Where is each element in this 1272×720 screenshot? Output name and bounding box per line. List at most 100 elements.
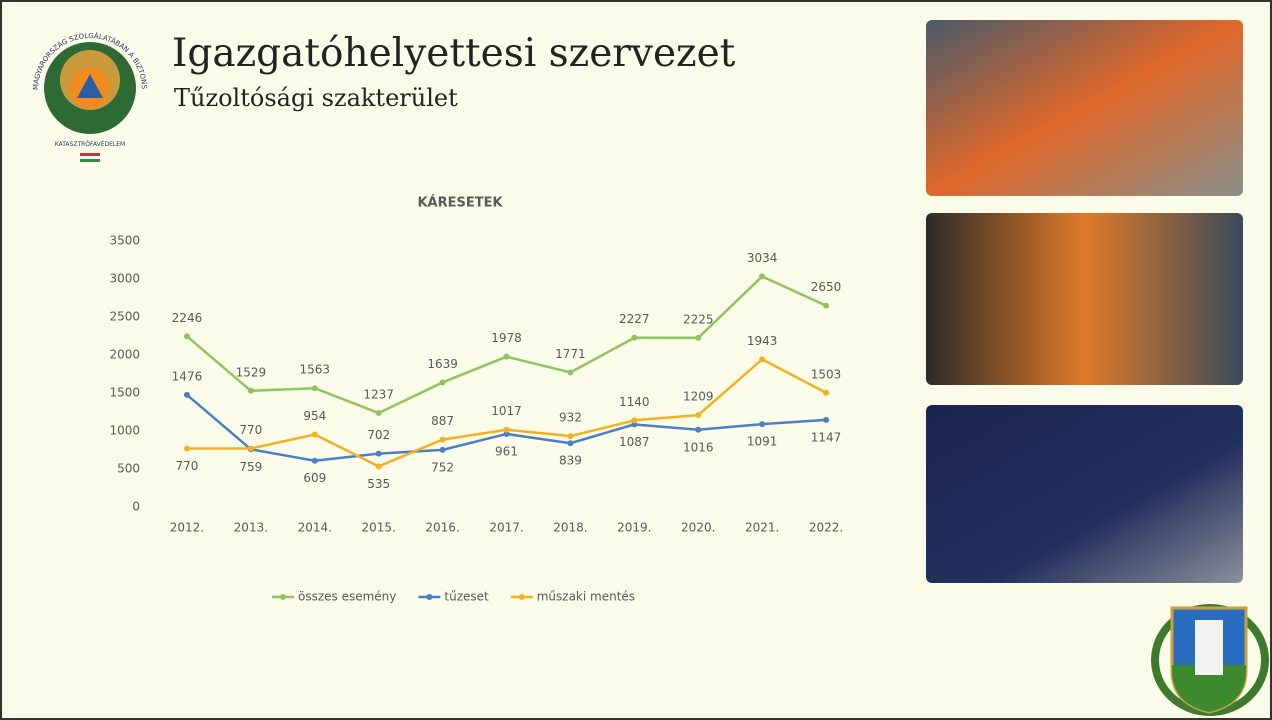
x-tick-label: 2019.	[617, 521, 651, 535]
point	[247, 445, 254, 452]
y-tick-label: 0	[132, 500, 140, 514]
x-tick-label: 2021.	[745, 521, 779, 535]
point	[503, 353, 510, 360]
data-label: 887	[431, 414, 454, 428]
point	[183, 391, 190, 398]
data-label: 961	[495, 444, 518, 458]
data-label: 2246	[172, 311, 203, 325]
logo-triangle	[77, 74, 103, 98]
y-tick-label: 3000	[109, 272, 140, 286]
point	[375, 409, 382, 416]
logo-name: KATASZTRÓFAVÉDELEM	[55, 140, 126, 148]
slide-subtitle: Tűzoltósági szakterület	[174, 84, 458, 112]
flag	[80, 159, 100, 162]
y-tick-label: 2500	[109, 310, 140, 324]
data-label: 752	[431, 460, 454, 474]
slide-title: Igazgatóhelyettesi szervezet	[172, 31, 736, 76]
y-tick-label: 1500	[109, 386, 140, 400]
shield-base	[1172, 665, 1246, 712]
legend-marker	[426, 594, 433, 600]
point	[311, 457, 318, 464]
data-label: 535	[367, 477, 390, 491]
point	[183, 333, 190, 340]
point	[439, 379, 446, 386]
data-label: 3034	[747, 251, 778, 265]
point	[759, 273, 766, 280]
data-label: 1017	[491, 404, 522, 418]
flag	[80, 156, 100, 159]
point	[311, 385, 318, 392]
y-tick-label: 2000	[109, 348, 140, 362]
data-label: 1978	[491, 331, 522, 345]
x-tick-label: 2018.	[553, 521, 587, 535]
x-tick-label: 2014.	[298, 521, 332, 535]
point	[375, 463, 382, 470]
data-label: 839	[559, 454, 582, 468]
chart-title: KÁRESETEK	[417, 195, 503, 211]
data-label: 702	[367, 428, 390, 442]
point	[631, 334, 638, 341]
data-label: 609	[303, 471, 326, 485]
y-tick-label: 3500	[109, 234, 140, 248]
photo	[926, 20, 1243, 196]
x-tick-label: 2015.	[362, 521, 396, 535]
x-tick-label: 2020.	[681, 521, 715, 535]
x-tick-label: 2013.	[234, 521, 268, 535]
data-label: 759	[239, 460, 262, 474]
data-label: 1476	[172, 369, 203, 383]
x-tick-label: 2016.	[425, 521, 459, 535]
data-label: 1237	[363, 387, 394, 401]
point	[695, 334, 702, 341]
data-label: 1087	[619, 435, 650, 449]
point	[439, 436, 446, 443]
point	[567, 369, 574, 376]
legend-marker	[280, 594, 286, 600]
data-label: 2650	[811, 280, 842, 294]
data-label: 2225	[683, 312, 714, 326]
legend-label: tűzeset	[444, 590, 489, 604]
legend-marker	[518, 594, 525, 600]
point	[439, 446, 446, 453]
x-tick-label: 2012.	[170, 521, 204, 535]
point	[311, 431, 318, 438]
coat-of-arms	[1151, 604, 1269, 716]
flag	[80, 153, 100, 156]
point	[183, 445, 190, 452]
data-label: 932	[559, 411, 582, 425]
point	[759, 356, 766, 363]
y-tick-label: 1000	[109, 424, 140, 438]
data-label: 1140	[619, 395, 650, 409]
data-label: 1209	[683, 390, 714, 404]
tower	[1195, 620, 1223, 675]
point	[567, 433, 574, 440]
data-label: 2227	[619, 312, 650, 326]
legend-label: műszaki mentés	[537, 590, 635, 604]
point	[823, 302, 830, 309]
point	[695, 426, 702, 433]
y-tick-label: 500	[117, 462, 140, 476]
x-tick-label: 2022.	[809, 521, 843, 535]
point	[247, 387, 254, 394]
legend-label: összes esemény	[298, 590, 396, 604]
point	[375, 450, 382, 457]
x-tick-label: 2017.	[489, 521, 523, 535]
data-label: 1091	[747, 435, 778, 449]
point	[759, 421, 766, 428]
point	[823, 389, 830, 396]
data-label: 1771	[555, 347, 586, 361]
data-label: 954	[303, 409, 326, 423]
data-label: 1943	[747, 334, 778, 348]
point	[823, 416, 830, 423]
data-label: 1503	[811, 367, 842, 381]
point	[567, 440, 574, 447]
data-label: 1016	[683, 440, 714, 454]
point	[503, 426, 510, 433]
data-label: 770	[239, 423, 262, 437]
chart: KÁRESETEK 0 500 1000 1500 2000 2500 3000 3500 20…	[109, 195, 843, 604]
data-label: 770	[176, 459, 199, 473]
point	[631, 417, 638, 424]
point	[695, 412, 702, 419]
data-label: 1147	[811, 430, 842, 444]
data-label: 1529	[236, 365, 267, 379]
photo	[926, 405, 1243, 583]
